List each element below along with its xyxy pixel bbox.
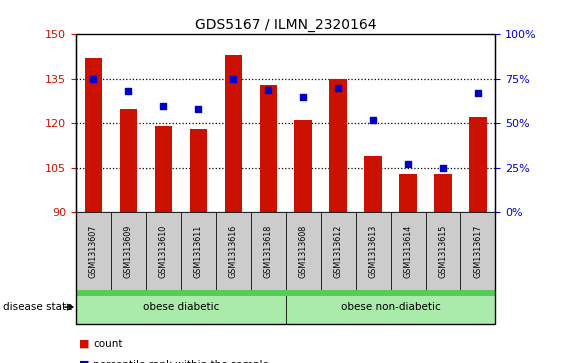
Text: GSM1313610: GSM1313610 [159, 225, 168, 278]
Text: GSM1313614: GSM1313614 [404, 225, 413, 278]
Text: percentile rank within the sample: percentile rank within the sample [93, 360, 269, 363]
Bar [364, 156, 382, 212]
Bar [329, 79, 347, 212]
Point [263, 87, 272, 93]
Point [369, 117, 378, 123]
Text: count: count [93, 339, 122, 349]
Text: disease state: disease state [3, 302, 72, 312]
Bar [225, 55, 242, 212]
Text: obese non-diabetic: obese non-diabetic [341, 302, 440, 312]
Text: GSM1313618: GSM1313618 [263, 225, 272, 278]
Point [89, 76, 98, 82]
Bar [399, 174, 417, 212]
Bar [85, 58, 102, 212]
Bar [190, 129, 207, 212]
Text: GSM1313607: GSM1313607 [89, 225, 98, 278]
Text: GSM1313611: GSM1313611 [194, 225, 203, 278]
Point [194, 106, 203, 112]
Text: ■: ■ [79, 339, 90, 349]
Bar [120, 109, 137, 212]
Text: GSM1313616: GSM1313616 [229, 225, 238, 278]
Bar [434, 174, 452, 212]
Title: GDS5167 / ILMN_2320164: GDS5167 / ILMN_2320164 [195, 18, 377, 32]
Point [159, 103, 168, 109]
Point [124, 89, 133, 94]
Point [404, 162, 413, 167]
Point [439, 165, 448, 171]
Text: ■: ■ [79, 360, 90, 363]
Text: GSM1313612: GSM1313612 [334, 225, 343, 278]
Point [229, 76, 238, 82]
Bar [260, 85, 277, 212]
Text: GSM1313615: GSM1313615 [439, 225, 448, 278]
Bar [294, 121, 312, 212]
Bar [469, 118, 486, 212]
Point [473, 90, 482, 96]
Text: GSM1313617: GSM1313617 [473, 225, 482, 278]
Point [334, 85, 343, 91]
Point [299, 94, 308, 100]
Text: GSM1313609: GSM1313609 [124, 225, 133, 278]
Text: GSM1313608: GSM1313608 [299, 225, 308, 278]
Bar [155, 126, 172, 212]
Text: GSM1313613: GSM1313613 [369, 225, 378, 278]
Text: obese diabetic: obese diabetic [142, 302, 219, 312]
